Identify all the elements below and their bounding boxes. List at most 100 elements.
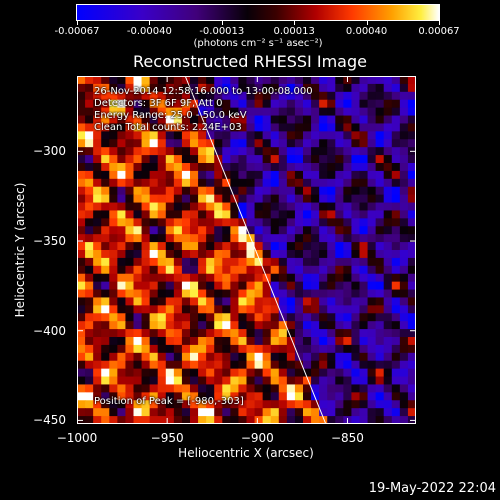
heatmap-cell <box>335 139 344 148</box>
heatmap-cell <box>214 210 223 219</box>
heatmap-cell <box>157 76 167 85</box>
heatmap-cell <box>335 281 344 291</box>
heatmap-cell <box>93 194 102 204</box>
heatmap-cell <box>117 408 126 417</box>
heatmap-image[interactable] <box>77 76 416 424</box>
heatmap-cell <box>141 202 151 211</box>
heatmap-cell <box>157 289 167 298</box>
x-axis-label: Heliocentric X (arcsec) <box>178 446 314 460</box>
heatmap-cell <box>262 83 272 93</box>
heatmap-cell <box>270 321 280 330</box>
heatmap-cell <box>109 305 118 314</box>
heatmap-cell <box>407 194 416 204</box>
heatmap-cell <box>157 416 167 424</box>
heatmap-cell <box>327 139 336 148</box>
heatmap-cell <box>222 155 231 164</box>
heatmap-cell <box>93 202 102 211</box>
heatmap-cell <box>238 123 247 132</box>
heatmap-cell <box>407 178 416 188</box>
heatmap-cell <box>399 194 409 204</box>
heatmap-cell <box>157 392 167 401</box>
heatmap-cell <box>230 392 239 401</box>
heatmap-cell <box>101 234 110 243</box>
heatmap-cell <box>190 99 199 109</box>
heatmap-cell <box>367 329 377 338</box>
heatmap-cell <box>254 344 264 354</box>
heatmap-cell <box>101 273 110 283</box>
heatmap-cell <box>294 91 304 101</box>
heatmap-cell <box>181 408 191 417</box>
heatmap-cell <box>278 329 288 338</box>
y-tick-label: −400 <box>33 323 66 338</box>
heatmap-cell <box>319 360 328 370</box>
heatmap-cell <box>262 194 272 204</box>
heatmap-cell <box>391 123 401 132</box>
heatmap-cell <box>294 242 304 251</box>
heatmap-cell <box>286 329 296 338</box>
heatmap-cell <box>343 313 352 322</box>
heatmap-cell <box>214 250 223 259</box>
heatmap-cell <box>383 337 393 346</box>
heatmap-cell <box>294 226 304 235</box>
heatmap-cell <box>343 289 352 298</box>
heatmap-cell <box>238 273 247 283</box>
heatmap-cell <box>383 139 393 148</box>
heatmap-cell <box>149 281 159 291</box>
heatmap-cell <box>230 99 239 109</box>
heatmap-cell <box>311 107 320 117</box>
heatmap-cell <box>375 265 385 275</box>
heatmap-cell <box>181 392 191 401</box>
heatmap-cell <box>286 337 296 346</box>
heatmap-cell <box>117 329 126 338</box>
heatmap-cell <box>278 99 288 109</box>
heatmap-cell <box>367 265 377 275</box>
heatmap-cell <box>294 392 304 401</box>
heatmap-cell <box>246 170 256 180</box>
heatmap-cell <box>303 281 312 291</box>
heatmap-cell <box>262 123 272 132</box>
heatmap-cell <box>77 273 86 283</box>
heatmap-cell <box>343 91 352 101</box>
heatmap-cell <box>190 147 199 156</box>
heatmap-cell <box>294 416 304 424</box>
heatmap-cell <box>190 170 199 180</box>
heatmap-cell <box>391 392 401 401</box>
heatmap-cell <box>254 289 264 298</box>
heatmap-cell <box>85 313 94 322</box>
heatmap-cell <box>286 297 296 306</box>
heatmap-cell <box>85 368 94 378</box>
heatmap-cell <box>262 289 272 298</box>
colorbar-tick-mark <box>77 21 78 25</box>
heatmap-cell <box>141 210 151 219</box>
heatmap-cell <box>173 83 183 93</box>
heatmap-cell <box>262 321 272 330</box>
heatmap-cell <box>133 289 143 298</box>
heatmap-cell <box>101 376 110 385</box>
heatmap-cell <box>230 210 239 219</box>
heatmap-cell <box>367 376 377 385</box>
heatmap-cell <box>173 273 183 283</box>
heatmap-cell <box>335 384 344 393</box>
heatmap-cell <box>351 76 360 85</box>
heatmap-cell <box>157 186 167 196</box>
heatmap-cell <box>93 115 102 124</box>
heatmap-cell <box>230 91 239 101</box>
heatmap-cell <box>93 416 102 424</box>
heatmap-cell <box>125 234 134 243</box>
heatmap-cell <box>303 91 312 101</box>
heatmap-cell <box>101 131 110 140</box>
heatmap-cell <box>303 115 312 124</box>
heatmap-cell <box>198 107 207 117</box>
heatmap-cell <box>311 186 320 196</box>
heatmap-cell <box>278 321 288 330</box>
heatmap-cell <box>303 313 312 322</box>
heatmap-cell <box>230 107 239 117</box>
heatmap-cell <box>286 257 296 267</box>
heatmap-cell <box>173 400 183 409</box>
heatmap-cell <box>294 131 304 140</box>
heatmap-cell <box>335 194 344 204</box>
heatmap-cell <box>407 360 416 370</box>
heatmap-cell <box>367 91 377 101</box>
heatmap-cell <box>214 305 223 314</box>
heatmap-cell <box>303 226 312 235</box>
